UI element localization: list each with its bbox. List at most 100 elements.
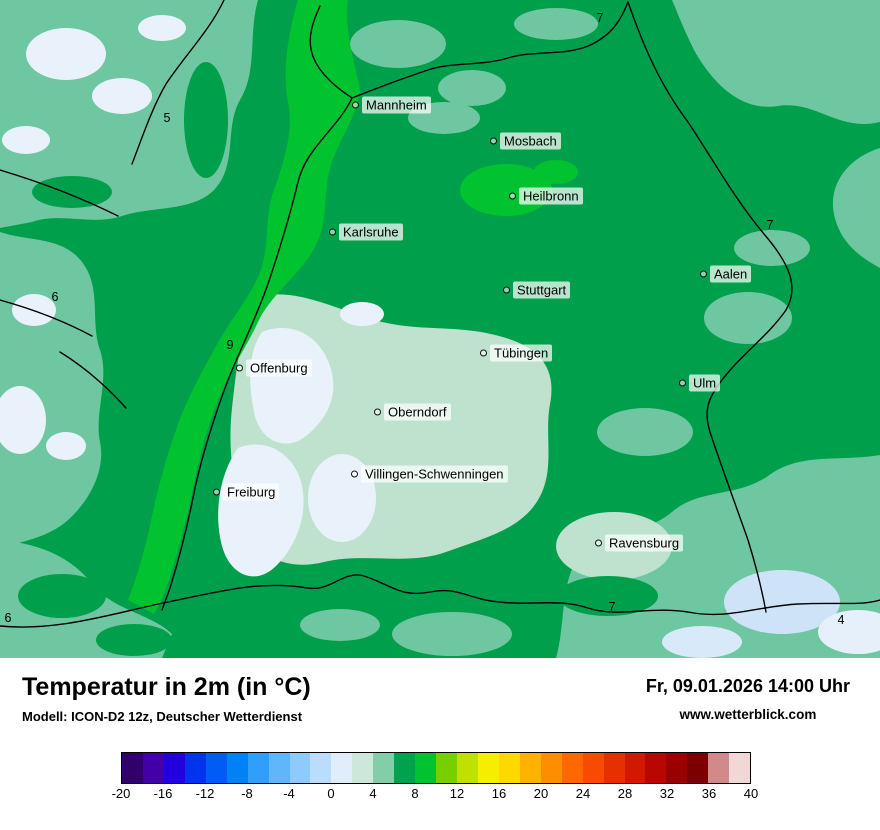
temperature-field <box>0 0 880 658</box>
footer: Temperatur in 2m (in °C) Modell: ICON-D2… <box>0 658 880 804</box>
map-overlay: Mannheim Mosbach Heilbronn Karlsruhe Aalen St… <box>4 11 845 627</box>
city-dot-icon <box>503 286 510 294</box>
scale-tick-label: -20 <box>111 786 131 801</box>
scale-segment <box>331 753 353 783</box>
website-url: www.wetterblick.com <box>679 707 817 722</box>
city-label: Villingen-Schwenningen <box>361 465 508 483</box>
model-info: Modell: ICON-D2 12z, Deutscher Wetterdie… <box>22 709 303 724</box>
scale-segment <box>247 753 269 783</box>
scale-tick-label: 0 <box>327 786 335 801</box>
scale-segment <box>687 753 709 783</box>
city-dot-icon <box>679 379 686 387</box>
scale-tick-label: -12 <box>195 786 215 801</box>
scale-segment <box>457 753 478 783</box>
city-dot-icon <box>213 488 220 496</box>
scale-tick-label: 28 <box>617 786 633 801</box>
city-dot-icon <box>509 192 516 200</box>
scale-segment <box>645 753 667 783</box>
city-label: Karlsruhe <box>339 223 403 241</box>
city-marker: Heilbronn <box>509 187 583 205</box>
city-marker: Tübingen <box>480 344 553 362</box>
city-marker: Ulm <box>679 374 721 392</box>
city-label: Heilbronn <box>519 187 583 205</box>
city-label: Ulm <box>689 374 721 392</box>
spot-temperature-value: 5 <box>163 111 171 125</box>
city-marker: Mosbach <box>490 132 561 150</box>
scale-tick-label: 16 <box>491 786 507 801</box>
scale-segment <box>540 753 562 783</box>
city-marker: Stuttgart <box>503 281 571 299</box>
scale-tick-label: -4 <box>283 786 295 801</box>
page-title: Temperatur in 2m (in °C) <box>22 673 311 701</box>
scale-segment <box>624 753 646 783</box>
city-label: Offenburg <box>246 359 312 377</box>
scale-segment <box>373 753 395 783</box>
scale-ticks: -20 -16 -12 -8 -4 0 4 8 12 16 20 24 28 32 36 40 <box>112 786 759 804</box>
spot-temperature-value: 7 <box>596 11 604 25</box>
scale-segment <box>352 753 374 783</box>
temperature-legend: -20 -16 -12 -8 -4 0 4 8 12 16 20 24 28 32 36 40 <box>112 752 759 804</box>
scale-tick-label: 12 <box>449 786 465 801</box>
scale-segment <box>519 753 541 783</box>
city-dot-icon <box>490 137 497 145</box>
city-dot-icon <box>351 470 358 478</box>
weather-map: Mannheim Mosbach Heilbronn Karlsruhe Aalen St… <box>0 0 880 658</box>
scale-segment <box>184 753 206 783</box>
scale-tick-label: 20 <box>533 786 549 801</box>
city-dot-icon <box>236 364 243 372</box>
city-label: Mosbach <box>500 132 561 150</box>
city-dot-icon <box>595 539 602 547</box>
city-marker: Karlsruhe <box>329 223 403 241</box>
spot-temperature-value: 9 <box>226 338 234 352</box>
scale-tick-label: 40 <box>743 786 759 801</box>
scale-segment <box>436 753 457 783</box>
city-dot-icon <box>700 270 707 278</box>
city-marker: Ravensburg <box>595 534 684 552</box>
scale-segment <box>226 753 248 783</box>
city-marker: Offenburg <box>236 359 312 377</box>
spot-temperature-value: 6 <box>4 611 12 625</box>
city-dot-icon <box>329 228 336 236</box>
temperature-scale <box>121 752 751 784</box>
scale-tick-label: 24 <box>575 786 591 801</box>
scale-segment <box>729 753 751 783</box>
spot-temperature-value: 4 <box>837 613 845 627</box>
scale-tick-label: 4 <box>369 786 377 801</box>
forecast-datetime: Fr, 09.01.2026 14:00 Uhr <box>645 676 850 696</box>
scale-tick-label: 8 <box>411 786 419 801</box>
city-label: Freiburg <box>223 483 280 501</box>
city-dot-icon <box>374 408 381 416</box>
city-marker: Oberndorf <box>374 403 451 421</box>
scale-segment <box>708 753 730 783</box>
scale-segment <box>498 753 520 783</box>
spot-temperature-value: 6 <box>51 290 59 304</box>
scale-tick-label: 32 <box>659 786 675 801</box>
city-marker: Aalen <box>700 265 752 283</box>
scale-tick-label: -8 <box>241 786 253 801</box>
scale-segment <box>477 753 499 783</box>
city-dot-icon <box>480 349 487 357</box>
scale-segment <box>310 753 332 783</box>
city-marker: Mannheim <box>352 96 431 114</box>
spot-temperature-value: 7 <box>766 218 774 232</box>
city-label: Mannheim <box>362 96 431 114</box>
scale-segment <box>666 753 688 783</box>
city-label: Tübingen <box>490 344 553 362</box>
city-marker: Freiburg <box>213 483 280 501</box>
city-label: Ravensburg <box>605 534 684 552</box>
city-dot-icon <box>352 101 359 109</box>
city-label: Oberndorf <box>384 403 451 421</box>
border-lines <box>0 0 880 628</box>
scale-segment <box>163 753 185 783</box>
scale-segment <box>582 753 604 783</box>
scale-segment <box>205 753 227 783</box>
scale-segment <box>122 753 143 783</box>
scale-tick-label: -16 <box>153 786 173 801</box>
scale-segment <box>268 753 290 783</box>
city-label: Stuttgart <box>513 281 571 299</box>
scale-segment <box>415 753 437 783</box>
city-marker: Villingen-Schwenningen <box>351 465 508 483</box>
scale-segment <box>394 753 416 783</box>
scale-segment <box>603 753 625 783</box>
city-label: Aalen <box>710 265 752 283</box>
